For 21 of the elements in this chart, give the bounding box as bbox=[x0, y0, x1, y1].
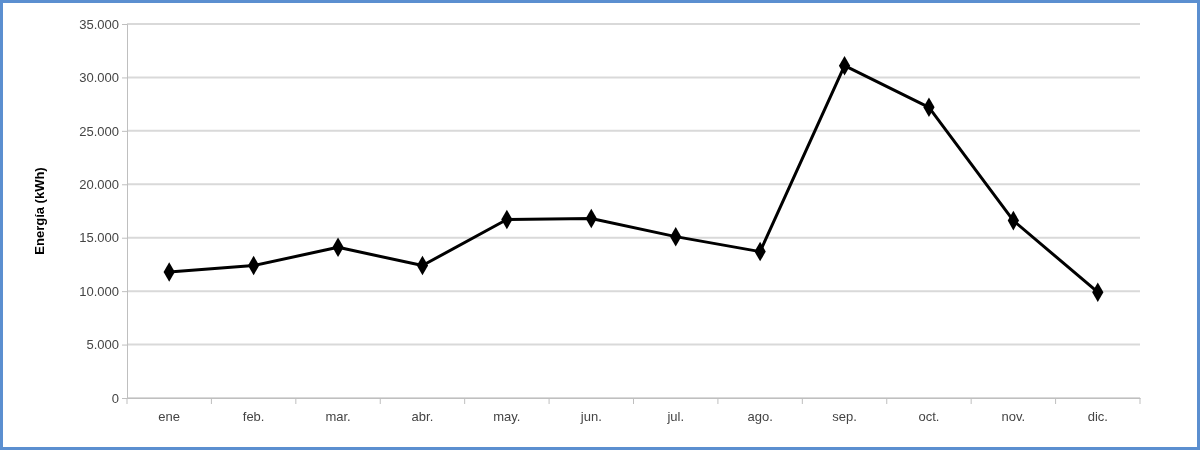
x-tick-label: nov. bbox=[1001, 409, 1026, 425]
x-tick-label: ene bbox=[158, 409, 181, 425]
y-tick-label: 0 bbox=[111, 390, 119, 406]
x-tick-label: jun. bbox=[579, 409, 602, 425]
x-tick-label: feb. bbox=[242, 409, 265, 425]
x-tick-label: mar. bbox=[325, 409, 351, 425]
y-tick-label: 10.000 bbox=[79, 283, 119, 299]
y-tick-label: 15.000 bbox=[79, 230, 119, 246]
x-tick-label: jul. bbox=[666, 409, 685, 425]
y-tick-label: 5.000 bbox=[86, 337, 119, 353]
x-tick-label: sep. bbox=[832, 409, 857, 425]
y-tick-label: 35.000 bbox=[79, 16, 119, 32]
y-tick-label: 25.000 bbox=[79, 123, 119, 139]
y-tick-label: 30.000 bbox=[79, 70, 119, 86]
x-tick-label: may. bbox=[493, 409, 521, 425]
y-tick-label: 20.000 bbox=[79, 176, 119, 192]
x-tick-label: oct. bbox=[918, 409, 940, 425]
x-tick-label: ago. bbox=[747, 409, 773, 425]
y-axis-title: Energía (kWh) bbox=[32, 167, 47, 255]
x-tick-label: dic. bbox=[1087, 409, 1108, 425]
x-tick-label: abr. bbox=[411, 409, 434, 425]
